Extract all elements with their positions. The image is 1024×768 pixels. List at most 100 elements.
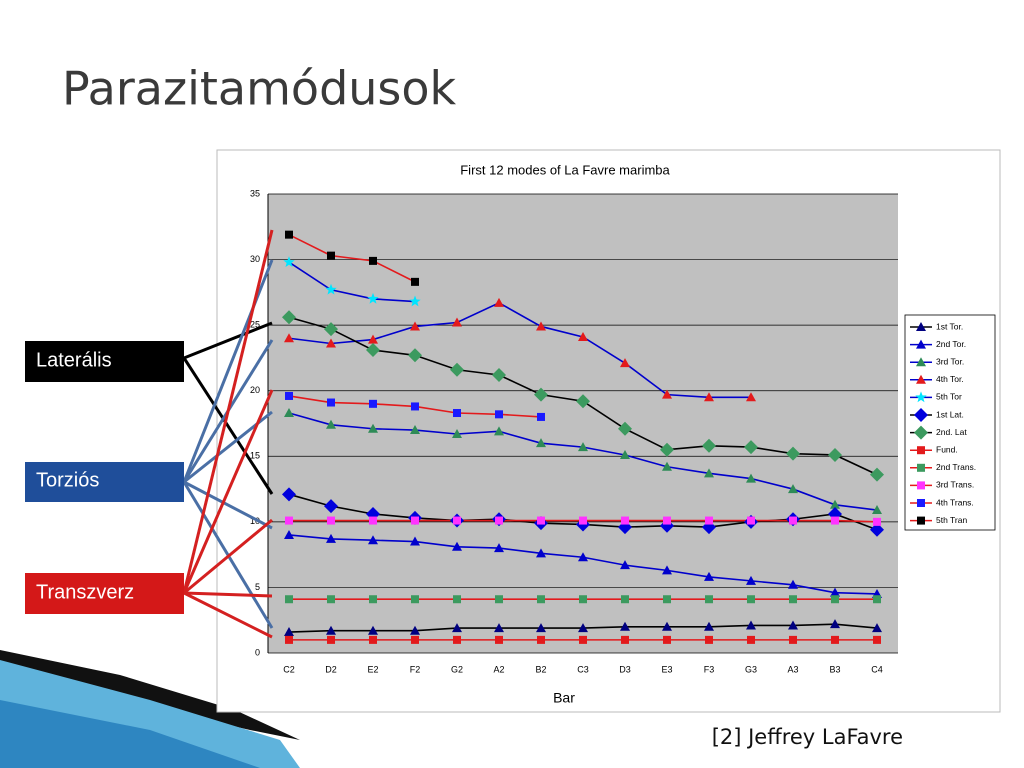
label: Transzverz <box>36 581 134 603</box>
marker <box>662 389 672 399</box>
legend-label: 4th Trans. <box>936 497 974 507</box>
marker <box>494 297 504 307</box>
marker <box>453 409 461 418</box>
marker <box>747 635 755 644</box>
marker <box>746 392 756 402</box>
marker <box>620 560 630 570</box>
marker <box>536 623 546 633</box>
marker <box>870 522 884 537</box>
marker <box>326 625 336 635</box>
marker <box>579 516 587 525</box>
legend-marker <box>917 463 925 472</box>
legend-label: 1st Lat. <box>936 409 964 419</box>
connector <box>182 259 274 483</box>
legend-label: 3rd Tor. <box>936 356 964 366</box>
marker <box>453 516 461 525</box>
marker <box>411 277 419 286</box>
marker <box>578 331 588 341</box>
decoration <box>0 650 300 740</box>
legend-label: Fund. <box>936 444 958 454</box>
label: Torziós <box>36 469 99 491</box>
connector <box>183 321 273 360</box>
marker <box>327 635 335 644</box>
marker <box>662 461 672 471</box>
legend-label: 5th Tran <box>936 515 967 525</box>
marker <box>327 516 335 525</box>
marker <box>285 516 293 525</box>
marker <box>453 595 461 604</box>
marker <box>324 322 338 337</box>
marker <box>831 516 839 525</box>
connector <box>183 480 273 530</box>
legend-label: 4th Tor. <box>936 374 964 384</box>
marker <box>325 283 337 295</box>
marker <box>411 516 419 525</box>
marker <box>326 419 336 429</box>
marker <box>327 398 335 407</box>
marker <box>410 425 420 435</box>
marker <box>579 595 587 604</box>
marker <box>494 543 504 553</box>
x-tick-label: E3 <box>661 664 672 674</box>
marker <box>704 468 714 478</box>
marker <box>452 428 462 438</box>
y-tick-label: 0 <box>255 647 260 657</box>
connector <box>183 591 273 598</box>
marker <box>537 412 545 421</box>
marker <box>789 516 797 525</box>
citation: [2] Jeffrey LaFavre <box>712 725 903 749</box>
marker <box>747 516 755 525</box>
connector <box>183 591 273 639</box>
marker <box>828 447 842 462</box>
marker <box>620 621 630 631</box>
marker <box>873 517 881 526</box>
legend-marker <box>917 446 925 455</box>
marker <box>410 625 420 635</box>
x-tick-label: A3 <box>787 664 798 674</box>
marker <box>746 473 756 483</box>
marker <box>618 421 632 436</box>
marker <box>536 321 546 331</box>
marker <box>620 358 630 368</box>
marker <box>368 334 378 344</box>
y-tick-label: 5 <box>255 582 260 592</box>
legend-label: 1st Tor. <box>936 321 963 331</box>
marker <box>285 595 293 604</box>
marker <box>746 620 756 630</box>
marker <box>662 565 672 575</box>
marker <box>285 230 293 239</box>
x-tick-label: E2 <box>367 664 378 674</box>
marker <box>831 635 839 644</box>
marker <box>621 635 629 644</box>
marker <box>660 442 674 457</box>
y-tick-label: 25 <box>250 320 260 330</box>
marker <box>663 516 671 525</box>
marker <box>282 310 296 325</box>
marker <box>621 595 629 604</box>
marker <box>324 499 338 514</box>
marker <box>744 440 758 455</box>
marker <box>369 516 377 525</box>
chart-title: First 12 modes of La Favre marimba <box>460 162 670 177</box>
marker <box>410 536 420 546</box>
legend <box>904 314 996 531</box>
marker <box>284 627 294 637</box>
legend-label: 2nd Trans. <box>936 462 976 472</box>
marker <box>495 595 503 604</box>
marker <box>282 487 296 502</box>
legend-marker <box>917 481 925 490</box>
marker <box>452 623 462 633</box>
marker <box>830 619 840 629</box>
marker <box>620 449 630 459</box>
x-tick-label: C3 <box>577 664 589 674</box>
marker <box>705 595 713 604</box>
marker <box>326 533 336 543</box>
legend-marker <box>914 425 928 440</box>
marker <box>788 484 798 494</box>
legend-marker <box>916 374 926 384</box>
legend-label: 5th Tor <box>936 392 962 402</box>
x-tick-label: A2 <box>493 664 504 674</box>
marker <box>495 635 503 644</box>
marker <box>578 552 588 562</box>
legend-marker <box>916 322 926 331</box>
